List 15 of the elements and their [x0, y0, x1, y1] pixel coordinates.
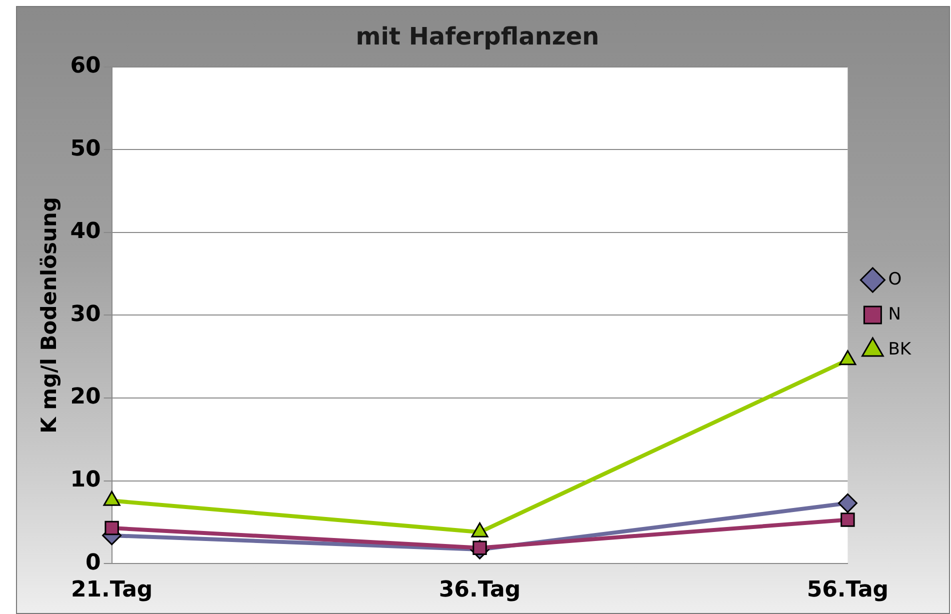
legend-label: O [888, 269, 902, 290]
y-tick-label: 20 [70, 384, 101, 410]
y-tick-label: 50 [70, 136, 101, 162]
y-tick-label: 60 [70, 54, 101, 79]
chart-title: mit Haferpflanzen [356, 22, 600, 51]
legend-label: N [888, 304, 901, 324]
legend-label: BK [888, 339, 912, 360]
x-tick-label: 36.Tag [438, 578, 521, 603]
y-tick-label: 10 [70, 468, 101, 493]
x-tick-label: 21.Tag [70, 578, 153, 603]
y-tick-label: 30 [70, 302, 101, 327]
y-axis-title: K mg/l Bodenlösung [37, 196, 62, 434]
y-tick-label: 40 [70, 219, 101, 244]
x-tick-label: 56.Tag [806, 578, 889, 603]
y-tick-label: 0 [86, 550, 101, 576]
